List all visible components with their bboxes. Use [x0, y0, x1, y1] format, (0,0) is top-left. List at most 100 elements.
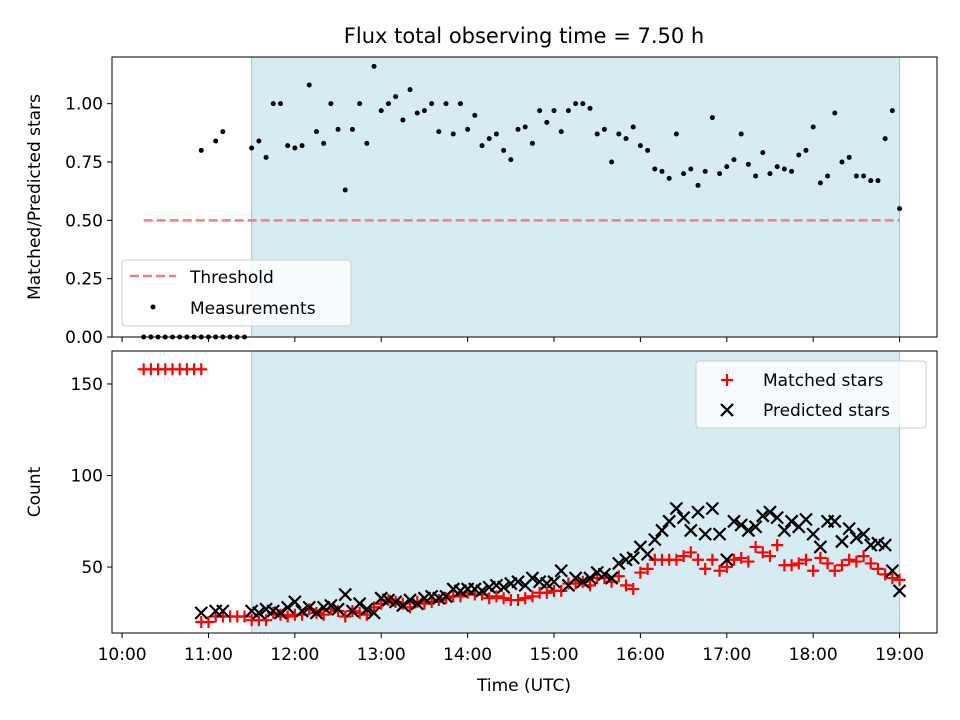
measurement-point [436, 129, 442, 135]
measurement-point [551, 108, 557, 114]
chart-title: Flux total observing time = 7.50 h [344, 24, 704, 48]
measurement-point [249, 145, 255, 151]
matched-star-point [843, 553, 856, 566]
measurement-point [472, 112, 478, 118]
predicted-star-point [597, 567, 612, 582]
matched-star-point [620, 579, 633, 592]
measurement-point [630, 124, 636, 130]
predicted-star-point [331, 602, 345, 616]
measurement-point [803, 147, 809, 153]
bottom-panel: 50 100 150 10:00 11:00 12:00 13:00 14:00 15:00 1… [25, 350, 938, 696]
measurement-point [393, 94, 399, 100]
predicted-star-point [892, 584, 907, 598]
matched-star-point [821, 557, 834, 570]
measurement-point [522, 124, 528, 130]
measurement-point [580, 101, 586, 107]
x-tick-label: 16:00 [616, 645, 665, 665]
y-tick-label: 100 [71, 467, 103, 487]
y-tick-label: 0.25 [65, 270, 103, 290]
top-panel: 0.00 0.25 0.50 0.75 1.00 Matched/Predicted s… [25, 56, 938, 348]
measurement-point [623, 136, 629, 142]
legend-measurements-label: Measurements [190, 299, 316, 319]
measurement-point [875, 178, 881, 184]
measurement-point [328, 101, 334, 107]
measurement-point [299, 143, 305, 149]
matched-star-point [332, 605, 345, 618]
predicted-star-point [770, 510, 784, 525]
predicted-star-point [288, 595, 302, 609]
measurement-point [306, 82, 312, 88]
measurement-point [810, 124, 816, 130]
measurement-point [443, 101, 449, 107]
matched-star-point [490, 590, 503, 603]
x-tick-label: 19:00 [875, 645, 924, 665]
matched-star-point [893, 573, 906, 586]
matched-star-point [742, 555, 755, 568]
matched-star-point [835, 559, 848, 572]
matched-star-point [857, 550, 870, 563]
predicted-star-point [568, 571, 583, 585]
predicted-star-point [252, 606, 266, 620]
matched-star-point [785, 559, 798, 572]
predicted-star-point [799, 512, 813, 527]
matched-star-point [799, 553, 812, 566]
matched-star-point [792, 557, 805, 570]
measurement-point [371, 63, 377, 69]
predicted-star-point [216, 604, 230, 618]
matched-star-point [540, 586, 553, 599]
measurement-point [817, 180, 823, 186]
x-tick-label: 15:00 [530, 645, 579, 665]
predicted-star-point [806, 527, 820, 541]
matched-star-point [627, 583, 640, 596]
measurement-point [421, 108, 427, 114]
predicted-star-point [842, 521, 856, 536]
measurement-point [256, 138, 262, 144]
predicted-star-point [705, 501, 720, 516]
matched-star-point [699, 562, 712, 575]
measurement-point [479, 143, 485, 149]
predicted-star-point [388, 595, 403, 609]
measurement-point [796, 152, 802, 158]
measurement-point [609, 159, 615, 165]
x-tick-label: 14:00 [443, 645, 492, 665]
legend-threshold-label: Threshold [189, 268, 274, 288]
measurement-point [666, 175, 672, 181]
matched-star-point [238, 610, 251, 623]
measurement-point [357, 101, 363, 107]
measurement-point [709, 115, 715, 121]
measurement-point [889, 108, 895, 114]
measurement-point [681, 171, 687, 177]
matched-star-point [670, 553, 683, 566]
predicted-star-point [194, 606, 209, 620]
measurement-point [450, 131, 456, 137]
matched-star-point [871, 562, 884, 575]
measurement-point [313, 129, 319, 135]
predicted-star-point [302, 600, 317, 615]
predicted-star-point [734, 518, 748, 532]
predicted-star-point [352, 596, 367, 611]
matched-star-point [691, 553, 704, 566]
measurement-point [774, 164, 780, 170]
predicted-star-point [741, 523, 756, 538]
matched-star-point [828, 564, 841, 577]
measurement-point [767, 171, 773, 177]
bottom-panel-ylabel: Count [25, 466, 45, 517]
y-tick-label: 150 [71, 375, 103, 395]
measurement-point [400, 117, 406, 123]
matched-star-point [727, 553, 740, 566]
matched-star-point [771, 539, 784, 552]
top-legend-box [121, 259, 352, 327]
matched-star-point [756, 546, 769, 559]
matched-star-point [512, 594, 525, 607]
legend-measurements-swatch [150, 304, 156, 310]
predicted-star-point [496, 580, 511, 594]
measurement-point [789, 168, 795, 174]
top-panel-frame [111, 56, 938, 338]
measurement-point [717, 171, 723, 177]
predicted-star-point [676, 510, 691, 525]
matched-star-point [763, 550, 776, 563]
matched-star-point [519, 592, 532, 605]
measurement-point [565, 108, 571, 114]
predicted-star-point [604, 571, 619, 585]
predicted-star-point [720, 552, 734, 567]
